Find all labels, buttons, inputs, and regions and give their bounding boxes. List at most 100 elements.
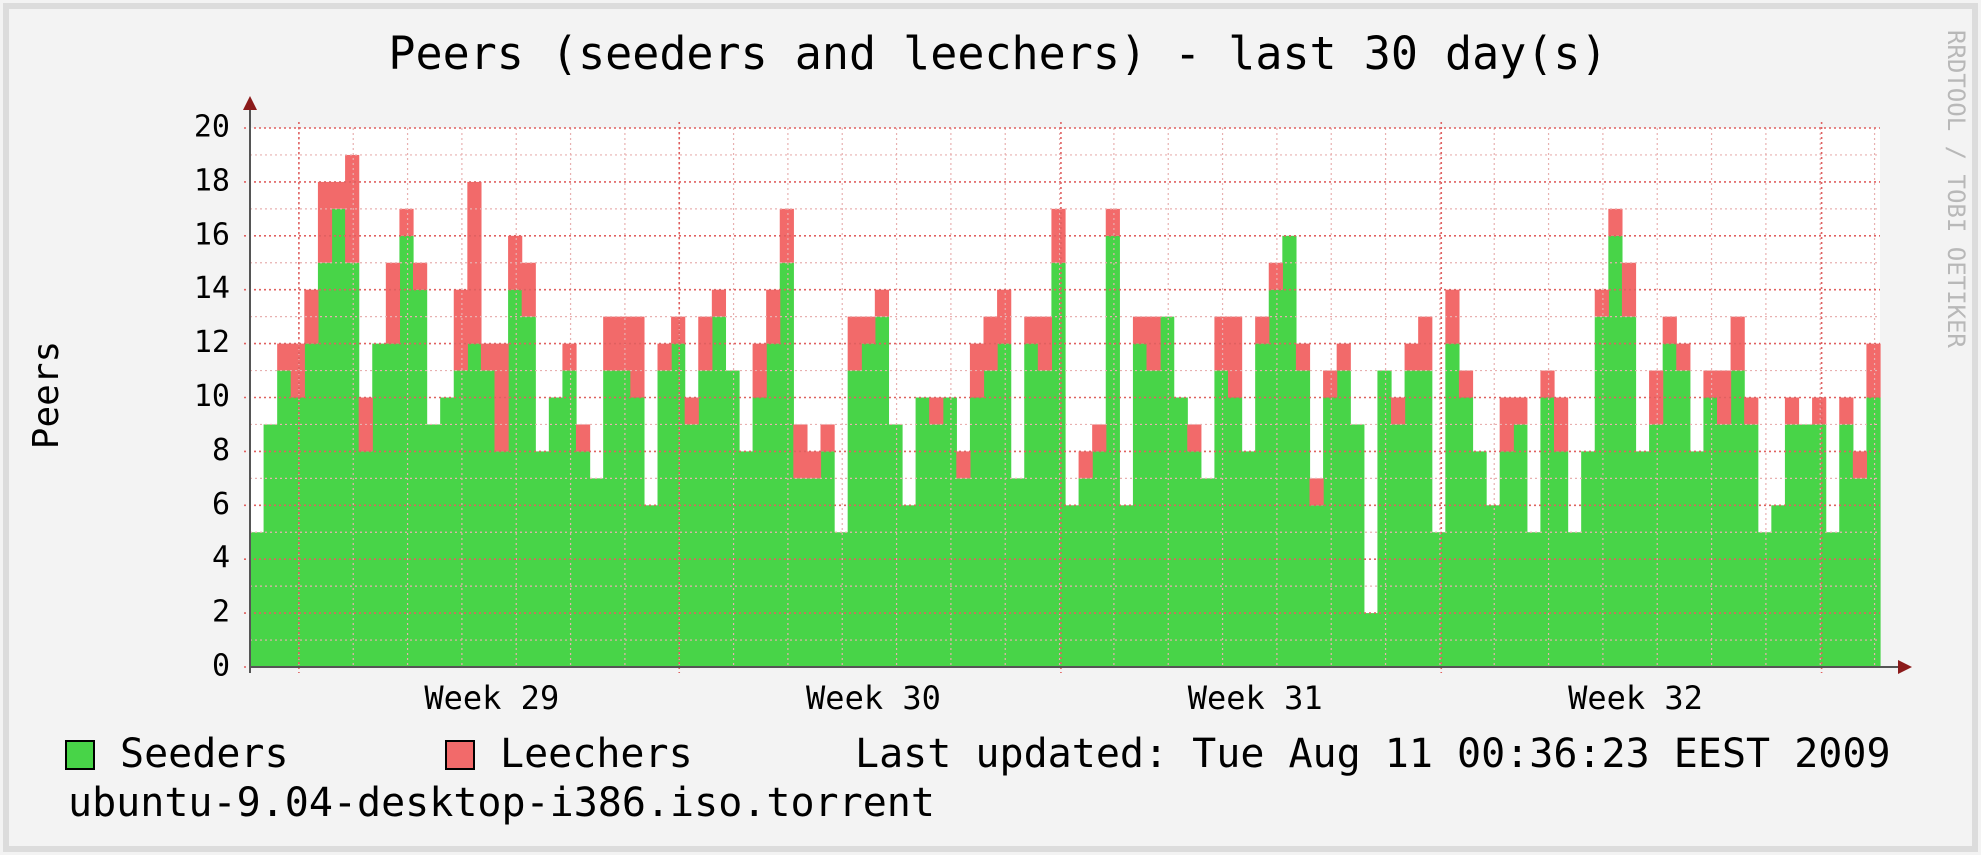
bar-segment <box>250 532 265 667</box>
bar-segment <box>1513 424 1528 667</box>
bar-segment <box>1554 451 1569 667</box>
bar-segment <box>915 397 930 667</box>
bar-segment <box>820 424 835 452</box>
x-tick-label: Week 29 <box>424 679 559 717</box>
y-tick-label: 0 <box>212 649 230 684</box>
bar-segment <box>494 343 509 452</box>
last-updated: Last updated: Tue Aug 11 00:36:23 EEST 2… <box>855 731 1891 777</box>
bar-segment <box>1065 505 1080 667</box>
bar-segment <box>1458 370 1474 398</box>
bar-segment <box>1214 370 1229 667</box>
bar-segment <box>956 451 971 479</box>
y-tick-label: 16 <box>194 217 230 252</box>
y-tick-label: 8 <box>212 433 230 468</box>
bar-segment <box>1852 451 1868 479</box>
bar-segment <box>1839 424 1854 667</box>
bar-segment <box>616 316 631 371</box>
bar-segment <box>630 397 645 667</box>
bar-segment <box>1078 478 1093 667</box>
bar-segment <box>671 316 686 344</box>
bar-segment <box>317 181 333 263</box>
y-tick-label: 10 <box>194 379 230 414</box>
bar-segment <box>684 397 699 425</box>
bar-segment <box>1499 451 1514 667</box>
bar-segment <box>562 343 577 371</box>
y-tick-label: 20 <box>194 110 230 145</box>
bar-segment <box>1784 397 1800 425</box>
bar-segment <box>1078 451 1093 479</box>
bar-segment <box>576 424 591 452</box>
bar-segment <box>1608 208 1623 236</box>
bar-segment <box>1526 532 1542 667</box>
bar-segment <box>1689 451 1705 667</box>
bar-segment <box>521 316 536 667</box>
bar-segment <box>725 370 740 667</box>
bar-segment <box>752 343 767 398</box>
bar-segment <box>331 208 346 667</box>
bar-segment <box>861 316 876 344</box>
bar-segment <box>671 343 686 667</box>
bar-segment <box>562 370 577 667</box>
bar-segment <box>739 451 754 667</box>
bar-segment <box>834 532 849 667</box>
bar-segment <box>1581 451 1596 667</box>
bar-segment <box>1268 262 1283 290</box>
bar-segment <box>956 478 971 667</box>
bar-segment <box>657 343 672 371</box>
bar-segment <box>1323 370 1338 398</box>
bar-segment <box>861 343 876 667</box>
bar-segment <box>1024 343 1039 667</box>
bar-segment <box>779 208 794 263</box>
bar-segment <box>711 316 727 667</box>
bar-segment <box>1866 397 1881 667</box>
bar-segment <box>1255 343 1270 667</box>
bar-segment <box>1730 316 1745 371</box>
bar-segment <box>1540 370 1555 398</box>
bar-segment <box>453 289 468 371</box>
bar-segment <box>1295 343 1311 371</box>
y-tick-label: 4 <box>212 541 230 576</box>
bar-segment <box>1132 316 1148 344</box>
bar-segment <box>399 208 414 236</box>
bar-segment <box>1676 343 1691 371</box>
bar-segment <box>684 424 699 667</box>
bar-segment <box>480 370 496 667</box>
bar-segment <box>1350 424 1365 667</box>
bar-segment <box>494 451 509 667</box>
bar-segment <box>453 370 468 667</box>
y-tick-label: 6 <box>212 487 230 522</box>
bar-segment <box>657 370 672 667</box>
axis-arrow <box>1898 660 1912 674</box>
bar-segment <box>1486 505 1501 667</box>
bar-segment <box>385 262 401 344</box>
bar-segment <box>413 262 428 290</box>
bar-segment <box>1391 397 1406 425</box>
footer: ubuntu-9.04-desktop-i386.iso.torrent <box>68 780 935 826</box>
bar-segment <box>603 370 618 667</box>
bar-segment <box>616 370 631 667</box>
bar-segment <box>1649 424 1664 667</box>
bar-segment <box>1662 316 1677 344</box>
bar-segment <box>1404 370 1419 667</box>
bar-segment <box>779 262 794 667</box>
bar-segment <box>345 262 360 667</box>
bar-segment <box>1744 424 1759 667</box>
bar-segment <box>1445 289 1460 344</box>
bar-segment <box>1567 532 1582 667</box>
bar-segment <box>888 424 903 667</box>
bar-segment <box>1635 451 1650 667</box>
bar-segment <box>1187 424 1202 452</box>
bar-segment <box>630 316 645 398</box>
bar-segment <box>1404 343 1419 371</box>
bar-segment <box>1812 424 1827 667</box>
bar-segment <box>263 424 278 667</box>
bar-segment <box>1513 397 1528 425</box>
bar-segment <box>806 451 822 479</box>
chart-title: Peers (seeders and leechers) - last 30 d… <box>388 27 1607 80</box>
bar-segment <box>290 343 305 398</box>
bar-segment <box>1200 478 1216 667</box>
x-tick-label: Week 32 <box>1568 679 1703 717</box>
bar-segment <box>1295 370 1311 667</box>
bar-segment <box>1839 397 1854 425</box>
